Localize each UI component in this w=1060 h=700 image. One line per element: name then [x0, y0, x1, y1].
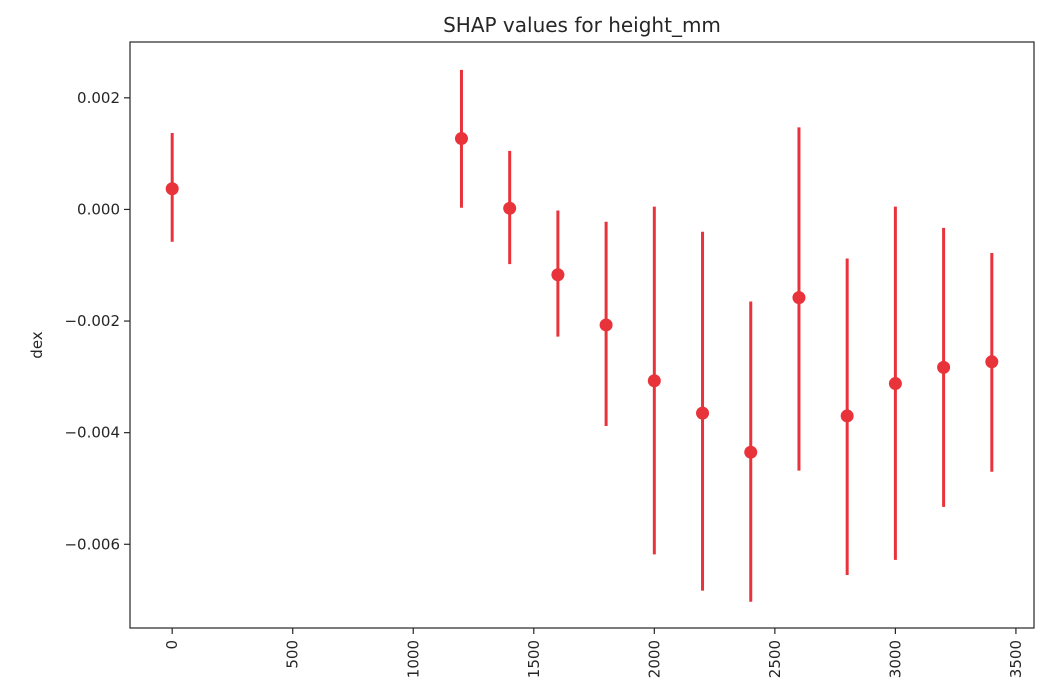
data-point [937, 360, 951, 374]
y-tick-label: 0.002 [77, 89, 120, 107]
data-point [744, 445, 758, 459]
data-point [599, 318, 613, 332]
x-tick-label: 500 [284, 640, 302, 669]
data-point [888, 377, 902, 391]
data-point [985, 355, 999, 369]
data-point [840, 409, 854, 423]
x-tick-label: 3500 [1007, 640, 1025, 678]
data-point [165, 182, 179, 196]
data-series [165, 69, 999, 602]
y-tick-label: 0.000 [77, 200, 120, 218]
data-point [647, 374, 661, 388]
data-point [551, 268, 565, 282]
plot-frame [129, 41, 1035, 629]
x-tick-label: 1000 [404, 640, 422, 678]
y-tick-label: −0.004 [64, 424, 120, 442]
data-point [503, 201, 517, 215]
y-axis-label: dex [28, 331, 46, 358]
y-axis: 0.002 0.000 −0.002 −0.004 −0.006 [64, 89, 130, 553]
data-point [792, 291, 806, 305]
x-tick-label: 3000 [886, 640, 904, 678]
x-tick-label: 1500 [525, 640, 543, 678]
x-axis: 0 500 1000 1500 2000 2500 3000 3500 [163, 628, 1025, 678]
x-tick-label: 2000 [645, 640, 663, 678]
data-point [696, 406, 710, 420]
x-tick-label: 0 [163, 640, 181, 650]
y-tick-label: −0.002 [64, 312, 120, 330]
data-point [454, 132, 468, 146]
x-tick-label: 2500 [766, 640, 784, 678]
y-tick-label: −0.006 [64, 535, 120, 553]
chart-title: SHAP values for height_mm [443, 13, 721, 37]
